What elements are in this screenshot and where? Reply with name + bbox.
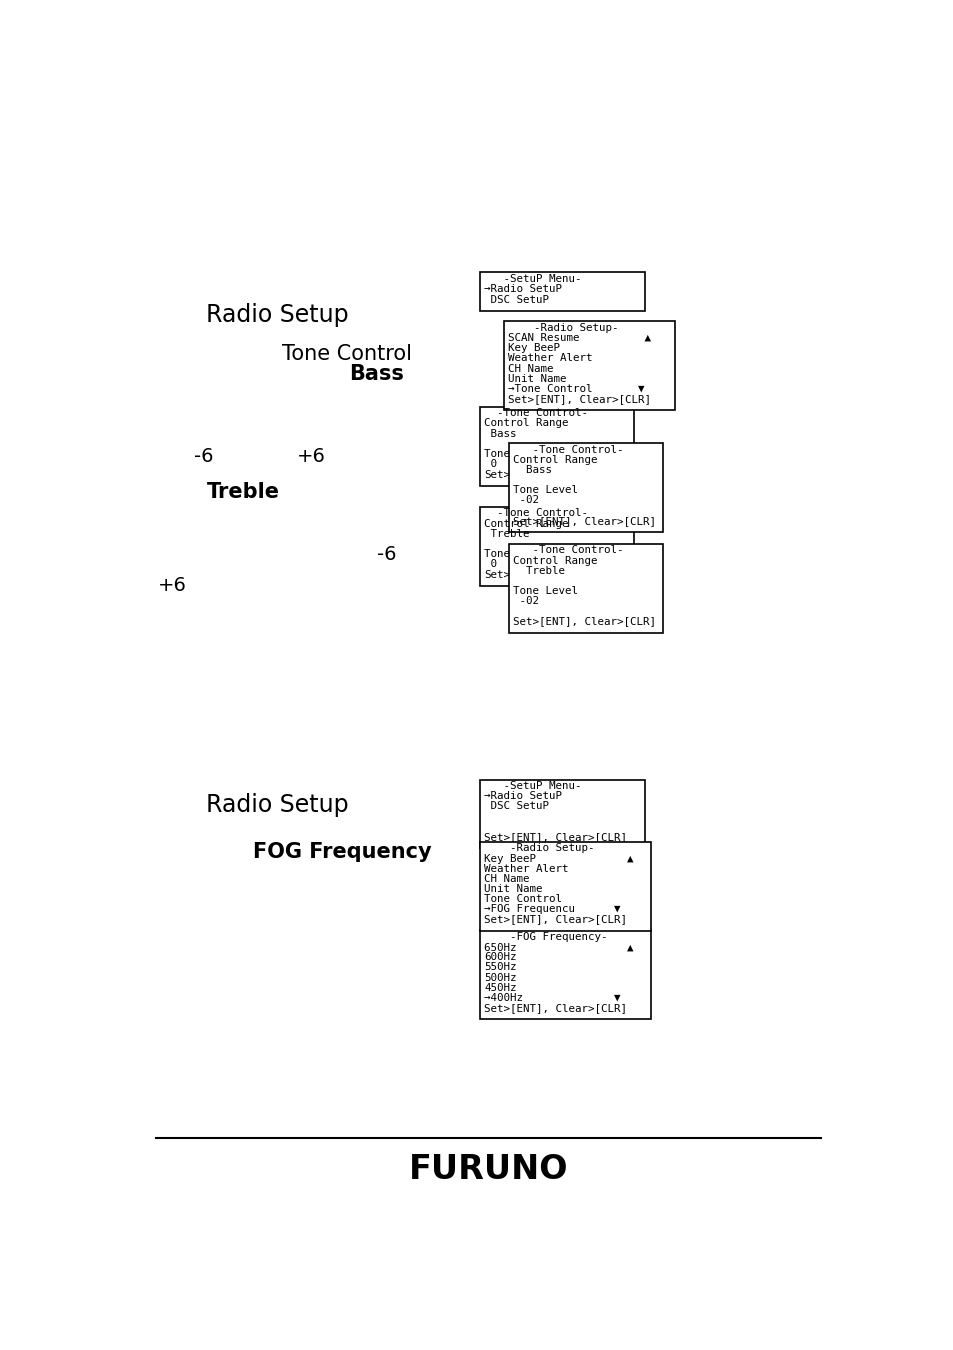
- FancyBboxPatch shape: [480, 842, 650, 931]
- Text: Set>[ENT], Clear>[CLR]: Set>[ENT], Clear>[CLR]: [484, 832, 627, 842]
- Text: Tone Control: Tone Control: [282, 344, 412, 364]
- Text: Unit Name: Unit Name: [508, 374, 566, 383]
- Text: -Tone Control-: -Tone Control-: [513, 545, 623, 555]
- Text: Control Range: Control Range: [484, 418, 568, 428]
- Text: CH Name: CH Name: [508, 363, 554, 374]
- Text: Key BeeP              ▲: Key BeeP ▲: [484, 853, 633, 864]
- Text: Tone Level: Tone Level: [484, 450, 549, 459]
- Text: Radio Setup: Radio Setup: [206, 302, 348, 327]
- Text: FOG Frequency: FOG Frequency: [253, 842, 431, 861]
- Text: Set>[ENT], Clear>[CLR]: Set>[ENT], Clear>[CLR]: [484, 914, 627, 925]
- Text: Unit Name: Unit Name: [484, 884, 542, 894]
- Text: Control Range: Control Range: [513, 556, 597, 566]
- Text: 0: 0: [484, 559, 497, 570]
- Text: 550Hz: 550Hz: [484, 963, 517, 972]
- Text: 500Hz: 500Hz: [484, 972, 517, 983]
- Text: Radio Setup: Radio Setup: [206, 794, 348, 817]
- Text: 600Hz: 600Hz: [484, 952, 517, 963]
- Text: Tone Level: Tone Level: [484, 549, 549, 559]
- Text: SCAN Resume          ▲: SCAN Resume ▲: [508, 333, 651, 343]
- FancyBboxPatch shape: [509, 443, 661, 532]
- Text: Bass: Bass: [484, 429, 517, 439]
- Text: -02: -02: [513, 495, 538, 505]
- Text: +6: +6: [296, 447, 325, 466]
- Text: →Radio SetuP: →Radio SetuP: [484, 791, 561, 801]
- FancyBboxPatch shape: [504, 321, 674, 410]
- Text: -Tone Control-: -Tone Control-: [484, 509, 588, 518]
- Text: Control Range: Control Range: [513, 455, 597, 464]
- Text: Bass: Bass: [348, 363, 403, 383]
- Text: 450Hz: 450Hz: [484, 983, 517, 992]
- Text: 650Hz                 ▲: 650Hz ▲: [484, 942, 633, 952]
- Text: -Tone Control-: -Tone Control-: [484, 408, 588, 418]
- Text: →FOG Frequencu      ▼: →FOG Frequencu ▼: [484, 904, 620, 914]
- Text: Tone Level: Tone Level: [513, 485, 578, 495]
- Text: →400Hz              ▼: →400Hz ▼: [484, 992, 620, 1003]
- Text: Treble: Treble: [207, 482, 279, 502]
- Text: DSC SetuP: DSC SetuP: [484, 294, 549, 305]
- Text: Bass: Bass: [513, 464, 552, 475]
- Text: -Tone Control-: -Tone Control-: [513, 444, 623, 455]
- FancyBboxPatch shape: [480, 930, 650, 1019]
- FancyBboxPatch shape: [480, 273, 645, 311]
- Text: Control Range: Control Range: [484, 518, 568, 529]
- Text: Weather Alert: Weather Alert: [508, 354, 592, 363]
- Text: Treble: Treble: [513, 566, 564, 575]
- Text: Set>[ENT], Clear>[CLR]: Set>[ENT], Clear>[CLR]: [484, 1003, 627, 1012]
- Text: CH Name: CH Name: [484, 873, 529, 884]
- Text: -SetuP Menu-: -SetuP Menu-: [484, 782, 581, 791]
- Text: -FOG Frequency-: -FOG Frequency-: [484, 931, 607, 942]
- Text: -Radio Setup-: -Radio Setup-: [484, 844, 594, 853]
- Text: Set>[ENT], Clear>[CLR]: Set>[ENT], Clear>[CLR]: [513, 516, 656, 525]
- Text: -6: -6: [194, 447, 213, 466]
- Text: Tone Control: Tone Control: [484, 894, 561, 904]
- Text: Set>[ENT], Clear>[CLR]: Set>[ENT], Clear>[CLR]: [508, 394, 651, 404]
- Text: 0: 0: [484, 459, 497, 470]
- Text: Set>[ENT], Clear>[CLR]: Set>[ENT], Clear>[CLR]: [513, 617, 656, 626]
- Text: DSC SetuP: DSC SetuP: [484, 802, 549, 811]
- Text: Key BeeP: Key BeeP: [508, 343, 559, 354]
- Text: Tone Level: Tone Level: [513, 586, 578, 597]
- Text: +6: +6: [158, 576, 187, 595]
- Text: Set>[: Set>[: [484, 570, 517, 579]
- Text: →Radio SetuP: →Radio SetuP: [484, 284, 561, 294]
- FancyBboxPatch shape: [509, 544, 661, 633]
- FancyBboxPatch shape: [480, 508, 633, 586]
- Text: FURUNO: FURUNO: [409, 1153, 568, 1185]
- Text: Set>[: Set>[: [484, 470, 517, 479]
- Text: -SetuP Menu-: -SetuP Menu-: [484, 274, 581, 284]
- Text: -Radio Setup-: -Radio Setup-: [508, 323, 618, 333]
- Text: Weather Alert: Weather Alert: [484, 864, 568, 873]
- Text: -6: -6: [377, 545, 396, 564]
- Text: Treble: Treble: [484, 529, 529, 539]
- Text: -02: -02: [513, 597, 538, 606]
- Text: →Tone Control       ▼: →Tone Control ▼: [508, 383, 644, 394]
- FancyBboxPatch shape: [480, 779, 645, 848]
- FancyBboxPatch shape: [480, 406, 633, 486]
